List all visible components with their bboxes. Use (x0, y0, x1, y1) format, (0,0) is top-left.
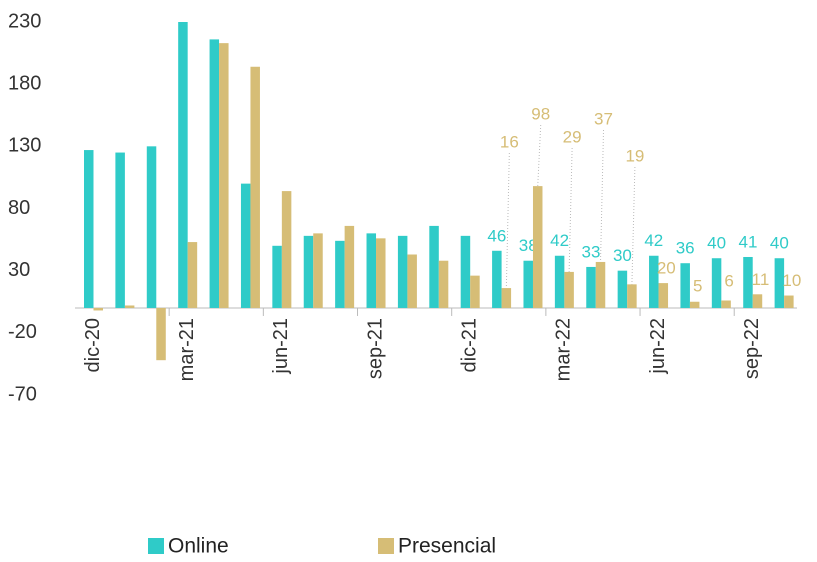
bar (743, 256, 753, 308)
bar (313, 233, 323, 308)
y-tick-label: 80 (8, 197, 30, 219)
data-label: 98 (531, 104, 550, 123)
bar (492, 250, 502, 308)
data-label: 6 (724, 272, 733, 291)
bar (554, 255, 565, 308)
x-tick-label: sep-21 (364, 318, 386, 379)
leader-line (600, 129, 605, 262)
x-tick-label: jun-21 (270, 318, 292, 375)
bar (240, 183, 251, 308)
data-label: 16 (500, 132, 519, 151)
data-label: 30 (613, 246, 632, 265)
bar (689, 301, 700, 308)
data-label: 36 (676, 239, 695, 258)
bar (219, 43, 229, 308)
y-tick-label: 130 (8, 135, 41, 157)
bar (586, 266, 596, 308)
bar (711, 258, 722, 308)
data-label: 46 (487, 226, 506, 245)
leader-line (505, 152, 510, 289)
bar (429, 225, 439, 308)
bar (303, 235, 314, 308)
bar (84, 150, 94, 308)
bar (658, 283, 669, 308)
data-label: 38 (519, 236, 538, 255)
bar (178, 22, 188, 308)
bar (752, 294, 763, 308)
data-label: 11 (752, 270, 770, 289)
data-label: 42 (550, 231, 569, 250)
legend-label: Presencial (398, 535, 496, 557)
bar (397, 235, 408, 308)
data-label: 40 (770, 234, 789, 253)
bar (146, 146, 157, 308)
bar (532, 186, 543, 308)
bar (784, 295, 794, 308)
bar (250, 66, 260, 308)
y-tick-label: 230 (8, 10, 41, 32)
data-label: 33 (582, 242, 601, 261)
y-tick-label: -70 (8, 383, 37, 405)
data-label: 20 (657, 259, 676, 278)
data-label: 41 (739, 232, 758, 251)
leader-line (631, 166, 636, 285)
bar (680, 263, 690, 308)
leader-line (568, 147, 573, 272)
bar (187, 242, 198, 308)
bar (93, 307, 103, 311)
bar (124, 305, 135, 308)
x-tick-label: sep-22 (741, 318, 763, 379)
data-label: 40 (707, 234, 726, 253)
bar (595, 261, 606, 308)
legend-swatch (378, 538, 394, 554)
data-label: 29 (563, 127, 582, 146)
y-tick-label: -20 (8, 321, 37, 343)
legend-label: Online (168, 535, 229, 557)
bar (470, 275, 480, 308)
bar (460, 235, 471, 308)
x-tick-label: dic-20 (82, 318, 104, 372)
bar (564, 271, 574, 308)
x-tick-label: dic-21 (458, 318, 480, 372)
x-tick-label: mar-21 (176, 318, 198, 381)
bar (366, 233, 377, 308)
bar (156, 307, 166, 361)
bar (281, 191, 292, 308)
y-tick-label: 180 (8, 72, 41, 94)
y-tick-label: 30 (8, 259, 30, 281)
bar (721, 300, 731, 308)
bar (272, 245, 282, 308)
data-label: 42 (644, 231, 663, 250)
bar (344, 225, 355, 308)
legend-swatch (148, 538, 164, 554)
x-tick-label: jun-22 (647, 318, 669, 375)
bar (209, 39, 220, 308)
bar (335, 240, 345, 308)
bar (115, 152, 125, 308)
leader-line (537, 124, 542, 187)
bar (501, 288, 512, 308)
bar (376, 238, 386, 308)
data-label: 5 (693, 277, 702, 296)
bar (774, 258, 785, 308)
data-label: 10 (782, 271, 801, 290)
bar (438, 260, 449, 308)
bar (407, 254, 417, 308)
x-tick-label: mar-22 (553, 318, 575, 381)
data-label: 19 (625, 146, 644, 165)
bar (627, 284, 637, 308)
bar (617, 270, 628, 308)
data-label: 37 (594, 109, 613, 128)
bar (649, 255, 659, 308)
bar (523, 260, 533, 308)
